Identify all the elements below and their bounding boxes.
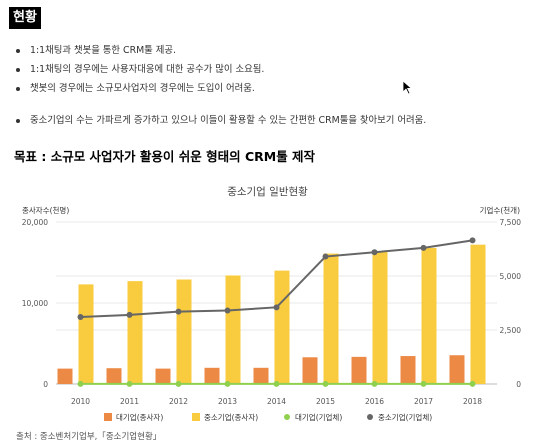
y-tick-label-right: 5,000 <box>500 272 522 281</box>
bar-large-enterprise-workers <box>400 356 416 384</box>
bar-sme-workers <box>176 279 192 384</box>
point-sme-count <box>371 249 378 256</box>
bar-large-enterprise-workers <box>253 367 269 384</box>
bar-large-enterprise-workers <box>204 367 220 384</box>
point-large-enterprise-count <box>469 380 476 387</box>
y-axis-right-label: 기업수(천개) <box>480 205 520 215</box>
y-tick-label-left: 0 <box>43 380 48 389</box>
x-tick-label: 2018 <box>463 397 482 406</box>
status-bullet-list: 1:1채팅과 챗봇을 통한 CRM툴 제공. 1:1채팅의 경우에는 사용자대응… <box>14 44 426 133</box>
bar-sme-workers <box>421 247 437 384</box>
legend-label: 중소기업(기업체) <box>378 412 432 422</box>
bar-sme-workers <box>323 253 339 384</box>
bar-large-enterprise-workers <box>302 357 318 384</box>
point-sme-count <box>469 237 476 244</box>
point-large-enterprise-count <box>322 380 329 387</box>
bar-large-enterprise-workers <box>106 368 122 384</box>
bar-sme-workers <box>372 251 388 384</box>
section-heading: 현황 <box>9 7 41 29</box>
point-sme-count <box>322 253 329 260</box>
bar-sme-workers <box>470 244 486 384</box>
bullet-item: 챗봇의 경우에는 소규모사업자의 경우에는 도입이 어려움. <box>14 82 426 101</box>
point-large-enterprise-count <box>420 380 427 387</box>
point-sme-count <box>126 311 133 318</box>
x-tick-label: 2015 <box>316 397 335 406</box>
legend-swatch <box>284 414 290 420</box>
point-large-enterprise-count <box>273 380 280 387</box>
y-tick-label-right: 0 <box>516 380 521 389</box>
x-tick-label: 2013 <box>218 397 237 406</box>
bar-large-enterprise-workers <box>155 368 171 384</box>
x-tick-label: 2016 <box>365 397 384 406</box>
bar-sme-workers <box>225 275 241 384</box>
point-sme-count <box>175 308 182 315</box>
legend-label: 대기업(종사자) <box>116 413 163 422</box>
legend-label: 대기업(기업체) <box>295 412 342 422</box>
point-sme-count <box>273 304 280 311</box>
legend-swatch <box>104 413 112 421</box>
goal-heading: 목표 : 소규모 사업자가 활용이 쉬운 형태의 CRM툴 제작 <box>14 149 316 164</box>
x-tick-label: 2010 <box>71 397 90 406</box>
point-sme-count <box>420 244 427 251</box>
bullet-item: 중소기업의 수는 가파르게 증가하고 있으나 이들이 활용할 수 있는 간편한 … <box>14 114 426 133</box>
y-tick-label-left: 10,000 <box>22 299 48 308</box>
x-tick-label: 2014 <box>267 397 286 406</box>
x-tick-label: 2011 <box>120 397 139 406</box>
chart-title: 중소기업 일반현황 <box>227 186 308 198</box>
bar-sme-workers <box>274 270 290 384</box>
bar-sme-workers <box>127 281 143 384</box>
legend-swatch <box>367 414 373 420</box>
y-tick-label-right: 7,500 <box>500 218 522 227</box>
point-large-enterprise-count <box>224 380 231 387</box>
legend-label: 중소기업(종사자) <box>204 413 258 422</box>
point-sme-count <box>224 307 231 314</box>
mouse-pointer-icon <box>402 80 413 95</box>
y-tick-label-left: 20,000 <box>22 218 48 227</box>
bar-sme-workers <box>78 284 94 384</box>
bar-large-enterprise-workers <box>449 355 465 384</box>
bullet-item: 1:1채팅과 챗봇을 통한 CRM툴 제공. <box>14 44 426 63</box>
x-tick-label: 2012 <box>169 397 188 406</box>
bullet-item: 1:1채팅의 경우에는 사용자대응에 대한 공수가 많이 소요됨. <box>14 63 426 82</box>
point-large-enterprise-count <box>175 380 182 387</box>
point-large-enterprise-count <box>126 380 133 387</box>
bar-large-enterprise-workers <box>57 368 73 384</box>
point-large-enterprise-count <box>371 380 378 387</box>
legend-swatch <box>192 413 200 421</box>
source-note: 출처 : 중소벤처기업부,「중소기업현황」 <box>16 432 162 442</box>
point-sme-count <box>77 314 84 321</box>
point-large-enterprise-count <box>77 380 84 387</box>
y-axis-left-label: 종사자수(천명) <box>22 205 69 215</box>
x-tick-label: 2017 <box>414 397 433 406</box>
y-tick-label-right: 2,500 <box>500 326 522 335</box>
bar-large-enterprise-workers <box>351 356 367 384</box>
